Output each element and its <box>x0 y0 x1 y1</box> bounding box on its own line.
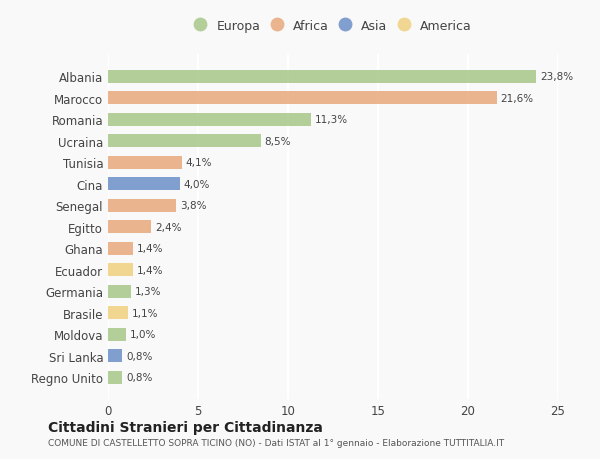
Text: 21,6%: 21,6% <box>500 94 533 104</box>
Text: 4,1%: 4,1% <box>185 158 212 168</box>
Legend: Europa, Africa, Asia, America: Europa, Africa, Asia, America <box>190 17 476 37</box>
Bar <box>108 157 182 169</box>
Text: 2,4%: 2,4% <box>155 222 181 232</box>
Bar <box>108 135 261 148</box>
Bar <box>108 263 133 276</box>
Bar <box>108 199 176 212</box>
Bar <box>108 328 126 341</box>
Bar <box>108 113 311 127</box>
Text: 8,5%: 8,5% <box>265 136 291 146</box>
Bar <box>108 242 133 255</box>
Bar <box>108 349 122 362</box>
Bar <box>108 371 122 384</box>
Text: 4,0%: 4,0% <box>184 179 210 189</box>
Bar <box>108 71 536 84</box>
Bar <box>108 178 180 191</box>
Text: 1,4%: 1,4% <box>137 244 163 254</box>
Text: 3,8%: 3,8% <box>180 201 206 211</box>
Text: 0,8%: 0,8% <box>126 351 152 361</box>
Text: 1,0%: 1,0% <box>130 330 156 339</box>
Text: 23,8%: 23,8% <box>540 72 573 82</box>
Text: 11,3%: 11,3% <box>315 115 348 125</box>
Text: Cittadini Stranieri per Cittadinanza: Cittadini Stranieri per Cittadinanza <box>48 420 323 434</box>
Bar <box>108 92 497 105</box>
Bar <box>108 307 128 319</box>
Bar <box>108 221 151 234</box>
Text: COMUNE DI CASTELLETTO SOPRA TICINO (NO) - Dati ISTAT al 1° gennaio - Elaborazion: COMUNE DI CASTELLETTO SOPRA TICINO (NO) … <box>48 438 504 448</box>
Text: 1,3%: 1,3% <box>135 286 161 297</box>
Text: 1,1%: 1,1% <box>131 308 158 318</box>
Bar <box>108 285 131 298</box>
Text: 1,4%: 1,4% <box>137 265 163 275</box>
Text: 0,8%: 0,8% <box>126 372 152 382</box>
